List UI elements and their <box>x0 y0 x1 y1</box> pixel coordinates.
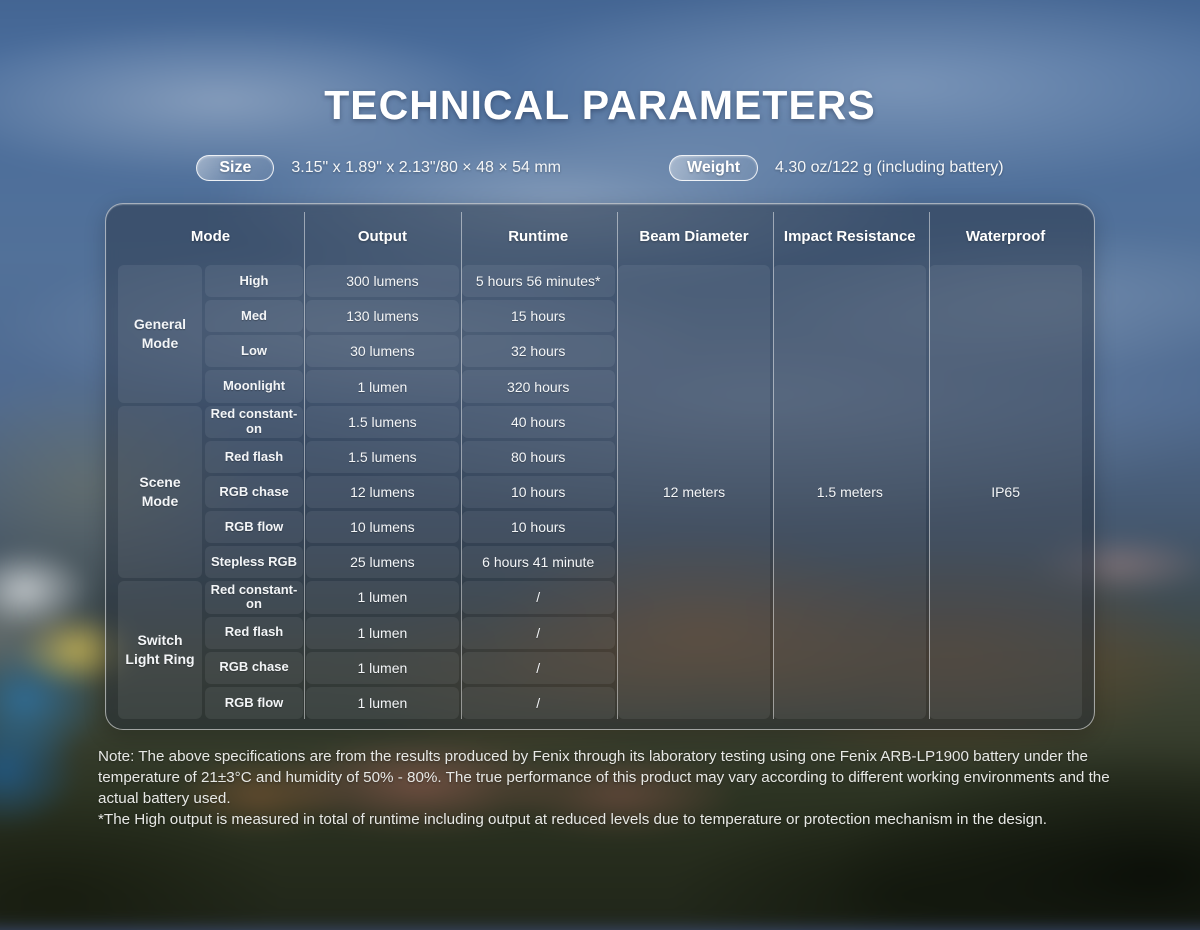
size-spec: Size 3.15" x 1.89" x 2.13"/80 × 48 × 54 … <box>196 155 561 181</box>
runtime-cell: 10 hours <box>461 511 615 544</box>
output-cell: 130 lumens <box>306 300 459 333</box>
header-beam-diameter: Beam Diameter <box>639 227 749 245</box>
page-title: TECHNICAL PARAMETERS <box>324 82 876 128</box>
mode-cell-stepless-rgb: Stepless RGB <box>205 546 303 579</box>
note-text: Note: The above specifications are from … <box>98 748 1110 807</box>
mode-group-general-mode: General Mode <box>118 265 202 403</box>
mode-cell-red-flash: Red flash <box>205 616 303 649</box>
header-impact-resistance: Impact Resistance <box>783 227 916 245</box>
header-output: Output <box>357 227 407 245</box>
output-cell: 1 lumen <box>306 581 459 614</box>
beam-diameter-cell: 12 meters <box>617 265 771 719</box>
mode-cell-rgb-flow: RGB flow <box>205 511 303 544</box>
output-cell: 300 lumens <box>306 265 459 298</box>
spec-table: Mode Output Runtime Beam Diameter Impact Res… <box>105 203 1095 730</box>
column-divider <box>461 212 462 719</box>
output-cell: 1 lumen <box>306 370 459 403</box>
header-mode: Mode <box>190 227 231 245</box>
waterproof-cell: IP65 <box>929 265 1082 719</box>
weight-spec: Weight 4.30 oz/122 g (including battery) <box>669 155 1004 181</box>
runtime-cell: 6 hours 41 minute <box>461 546 615 579</box>
runtime-cell: / <box>461 616 615 649</box>
output-cell: 1.5 lumens <box>306 440 459 473</box>
output-cell: 1 lumen <box>306 651 459 684</box>
column-divider <box>304 212 305 719</box>
impact-resistance-cell: 1.5 meters <box>773 265 927 719</box>
weight-value: 4.30 oz/122 g (including battery) <box>775 159 1004 176</box>
output-cell: 1.5 lumens <box>306 405 459 438</box>
runtime-cell: 320 hours <box>461 370 615 403</box>
mode-cell-high: High <box>205 265 303 298</box>
output-cell: 25 lumens <box>306 546 459 579</box>
mode-cell-moonlight: Moonlight <box>205 370 303 403</box>
spec-row: Size 3.15" x 1.89" x 2.13"/80 × 48 × 54 … <box>0 155 1200 181</box>
mode-cell-med: Med <box>205 300 303 333</box>
runtime-cell: 40 hours <box>461 405 615 438</box>
output-cell: 10 lumens <box>306 511 459 544</box>
runtime-cell: / <box>461 581 615 614</box>
mode-cell-red-constant-on: Red constant-on <box>205 405 303 438</box>
output-cell: 1 lumen <box>306 616 459 649</box>
asterisk-note-text: *The High output is measured in total of… <box>98 811 1047 828</box>
runtime-cell: 80 hours <box>461 440 615 473</box>
runtime-cell: / <box>461 651 615 684</box>
footnotes: Note: The above specifications are from … <box>98 746 1126 830</box>
size-value: 3.15" x 1.89" x 2.13"/80 × 48 × 54 mm <box>291 159 562 176</box>
mode-cell-rgb-flow: RGB flow <box>205 686 303 719</box>
header-waterproof: Waterproof <box>965 227 1046 245</box>
mode-cell-red-flash: Red flash <box>205 440 303 473</box>
mode-group-switch-light-ring: Switch Light Ring <box>118 581 202 719</box>
runtime-cell: 15 hours <box>461 300 615 333</box>
mode-cell-low: Low <box>205 335 303 368</box>
weight-badge: Weight <box>669 155 759 181</box>
runtime-cell: 10 hours <box>461 475 615 509</box>
column-divider <box>929 212 930 719</box>
spec-table-grid: Mode Output Runtime Beam Diameter Impact Res… <box>118 212 1082 719</box>
mode-group-scene-mode: Scene Mode <box>118 405 202 579</box>
output-cell: 1 lumen <box>306 686 459 719</box>
column-divider <box>773 212 774 719</box>
output-cell: 12 lumens <box>306 475 459 509</box>
runtime-cell: / <box>461 686 615 719</box>
header-runtime: Runtime <box>508 227 569 245</box>
size-badge: Size <box>196 155 275 181</box>
mode-cell-rgb-chase: RGB chase <box>205 475 303 509</box>
runtime-cell: 5 hours 56 minutes* <box>461 265 615 298</box>
output-cell: 30 lumens <box>306 335 459 368</box>
mode-cell-rgb-chase: RGB chase <box>205 651 303 684</box>
mode-cell-red-constant-on: Red constant-on <box>205 581 303 614</box>
column-divider <box>617 212 618 719</box>
runtime-cell: 32 hours <box>461 335 615 368</box>
